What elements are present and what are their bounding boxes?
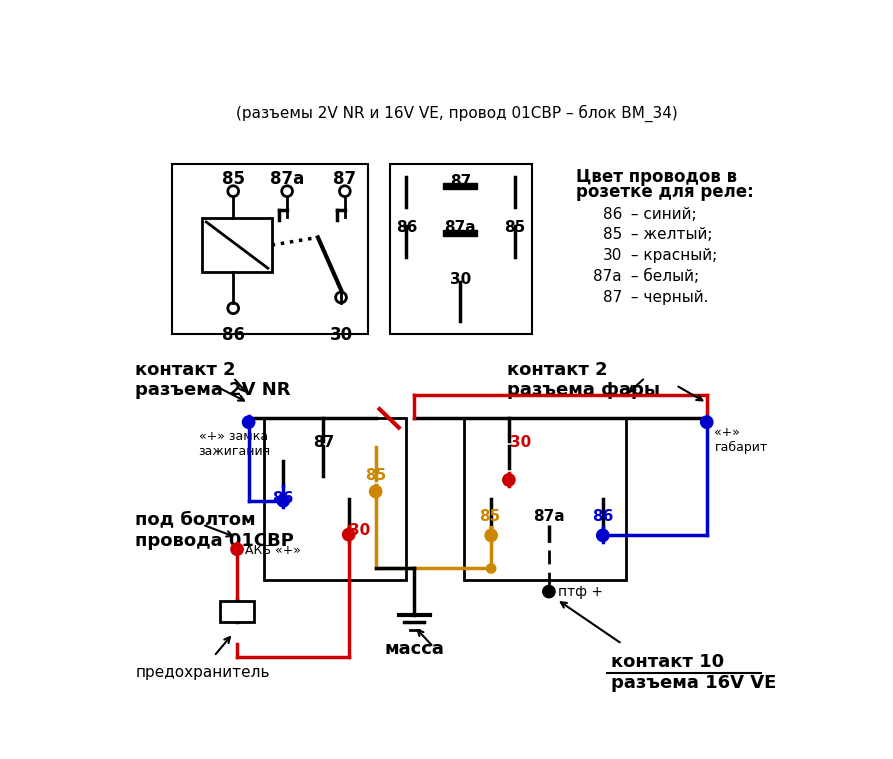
- Text: 87a: 87a: [533, 509, 564, 524]
- Text: 85: 85: [505, 220, 526, 235]
- Text: контакт 2
разъема 2V NR: контакт 2 разъема 2V NR: [136, 361, 291, 399]
- Text: 30: 30: [511, 435, 531, 450]
- Text: 85: 85: [603, 228, 622, 242]
- Circle shape: [503, 474, 515, 486]
- Circle shape: [242, 416, 255, 428]
- Text: АКБ «+»: АКБ «+»: [245, 543, 301, 556]
- Bar: [264, 418, 406, 580]
- Text: 30: 30: [603, 248, 622, 263]
- Text: 87a: 87a: [445, 220, 476, 235]
- Text: 86: 86: [221, 326, 245, 344]
- Text: 30: 30: [348, 523, 370, 538]
- Text: «+»
габарит: «+» габарит: [714, 426, 768, 454]
- Bar: [203, 218, 271, 272]
- Circle shape: [701, 416, 713, 428]
- Text: Цвет проводов в: Цвет проводов в: [576, 168, 737, 186]
- Text: 15A: 15A: [223, 605, 251, 619]
- Text: «+» замка
зажигания: «+» замка зажигания: [198, 430, 271, 458]
- Text: 86: 86: [272, 492, 294, 506]
- Text: контакт 2
разъема фары: контакт 2 разъема фары: [506, 361, 660, 399]
- Bar: [389, 164, 532, 334]
- Text: 87: 87: [450, 175, 471, 189]
- Text: – белый;: – белый;: [626, 269, 699, 284]
- Circle shape: [485, 529, 497, 541]
- Bar: [464, 418, 626, 580]
- Text: контакт 10
разъема 16V VE: контакт 10 разъема 16V VE: [611, 653, 776, 692]
- Text: 87a: 87a: [270, 170, 305, 188]
- Text: – желтый;: – желтый;: [626, 228, 713, 242]
- Text: 85: 85: [479, 509, 500, 524]
- Circle shape: [487, 564, 496, 573]
- Circle shape: [597, 529, 609, 541]
- Text: птф +: птф +: [558, 584, 603, 599]
- Text: – красный;: – красный;: [626, 248, 717, 263]
- Text: 86: 86: [603, 206, 622, 222]
- Text: 85: 85: [221, 170, 245, 188]
- Circle shape: [543, 585, 555, 598]
- Text: 86: 86: [592, 509, 613, 524]
- Text: (разъемы 2V NR и 16V VE, провод 01CBP – блок BM_34): (разъемы 2V NR и 16V VE, провод 01CBP – …: [237, 105, 678, 122]
- Text: 30: 30: [330, 326, 353, 344]
- Bar: [171, 164, 368, 334]
- Text: 87: 87: [313, 435, 334, 450]
- Circle shape: [343, 528, 355, 540]
- Text: масса: масса: [384, 640, 444, 658]
- Circle shape: [231, 543, 243, 556]
- Text: 85: 85: [365, 468, 387, 483]
- Text: под болтом
провода 01CBP: под болтом провода 01CBP: [136, 511, 295, 550]
- Text: 86: 86: [396, 220, 417, 235]
- Text: розетке для реле:: розетке для реле:: [576, 184, 754, 201]
- Text: предохранитель: предохранитель: [136, 665, 270, 680]
- Text: 87a: 87a: [594, 269, 622, 284]
- Text: 30: 30: [450, 272, 471, 287]
- Circle shape: [277, 495, 289, 507]
- Circle shape: [370, 485, 382, 498]
- Bar: [220, 601, 254, 622]
- Text: – черный.: – черный.: [626, 290, 708, 305]
- Text: – синий;: – синий;: [626, 206, 697, 222]
- Text: 87: 87: [333, 170, 356, 188]
- Text: 87: 87: [603, 290, 622, 305]
